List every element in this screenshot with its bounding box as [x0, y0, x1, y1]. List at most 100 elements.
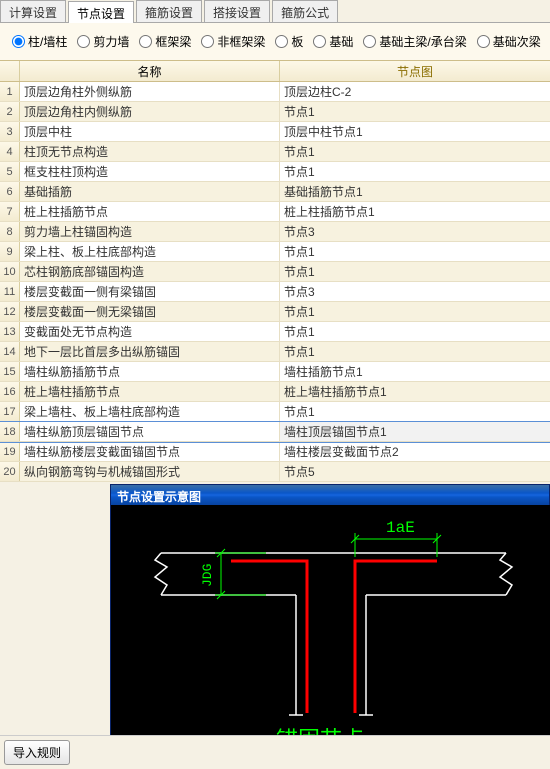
row-diagram[interactable]: 节点1	[280, 242, 550, 261]
row-name: 楼层变截面一侧有梁锚固	[20, 282, 280, 301]
row-diagram[interactable]: 节点1	[280, 302, 550, 321]
table-row[interactable]: 17梁上墙柱、板上墙柱底部构造节点1	[0, 402, 550, 422]
row-name: 地下一层比首层多出纵筋锚固	[20, 342, 280, 361]
row-diagram[interactable]: 节点1	[280, 322, 550, 341]
row-index: 2	[0, 102, 20, 121]
row-name: 柱顶无节点构造	[20, 142, 280, 161]
table-row[interactable]: 20纵向钢筋弯钩与机械锚固形式节点5	[0, 462, 550, 482]
row-name: 变截面处无节点构造	[20, 322, 280, 341]
row-name: 墙柱纵筋插筋节点	[20, 362, 280, 381]
row-name: 桩上墙柱插筋节点	[20, 382, 280, 401]
table-row[interactable]: 13变截面处无节点构造节点1	[0, 322, 550, 342]
table-row[interactable]: 9梁上柱、板上柱底部构造节点1	[0, 242, 550, 262]
row-diagram[interactable]: 墙柱顶层锚固节点1	[280, 422, 550, 441]
row-diagram[interactable]: 顶层中柱节点1	[280, 122, 550, 141]
row-diagram[interactable]: 节点1	[280, 142, 550, 161]
row-diagram[interactable]: 节点3	[280, 222, 550, 241]
row-diagram[interactable]: 基础插筋节点1	[280, 182, 550, 201]
row-diagram[interactable]: 墙柱插筋节点1	[280, 362, 550, 381]
table-row[interactable]: 18墙柱纵筋顶层锚固节点墙柱顶层锚固节点1	[0, 422, 550, 442]
table-row[interactable]: 16桩上墙柱插筋节点桩上墙柱插筋节点1	[0, 382, 550, 402]
tab-bar: 计算设置 节点设置 箍筋设置 搭接设置 箍筋公式	[0, 0, 550, 23]
row-index: 10	[0, 262, 20, 281]
table-row[interactable]: 6基础插筋基础插筋节点1	[0, 182, 550, 202]
table-row[interactable]: 15墙柱纵筋插筋节点墙柱插筋节点1	[0, 362, 550, 382]
row-diagram[interactable]: 节点3	[280, 282, 550, 301]
import-rule-button[interactable]: 导入规则	[4, 740, 70, 765]
tab-lap[interactable]: 搭接设置	[204, 0, 270, 22]
table-row[interactable]: 11楼层变截面一侧有梁锚固节点3	[0, 282, 550, 302]
radio-framebeam[interactable]: 框架梁	[139, 33, 191, 50]
row-index: 17	[0, 402, 20, 421]
row-diagram[interactable]: 节点1	[280, 402, 550, 421]
dim-side-label: JDG	[200, 564, 215, 587]
table-row[interactable]: 4柱顶无节点构造节点1	[0, 142, 550, 162]
row-index: 4	[0, 142, 20, 161]
row-name: 顶层边角柱外侧纵筋	[20, 82, 280, 101]
table-row[interactable]: 12楼层变截面一侧无梁锚固节点1	[0, 302, 550, 322]
node-table: 名称 节点图 1顶层边角柱外侧纵筋顶层边柱C-22顶层边角柱内侧纵筋节点13顶层…	[0, 60, 550, 482]
col-header-diagram[interactable]: 节点图	[280, 61, 550, 81]
row-diagram[interactable]: 节点1	[280, 102, 550, 121]
radio-row: 柱/墙柱 剪力墙 框架梁 非框架梁 板 基础 基础主梁/承台梁 基础次梁	[0, 23, 550, 60]
table-row[interactable]: 19墙柱纵筋楼层变截面锚固节点墙柱楼层变截面节点2	[0, 442, 550, 462]
row-name: 顶层边角柱内侧纵筋	[20, 102, 280, 121]
row-name: 芯柱钢筋底部锚固构造	[20, 262, 280, 281]
bottom-bar: 导入规则	[0, 735, 550, 769]
preview-window: 节点设置示意图	[110, 484, 550, 754]
table-row[interactable]: 2顶层边角柱内侧纵筋节点1	[0, 102, 550, 122]
row-diagram[interactable]: 墙柱楼层变截面节点2	[280, 442, 550, 461]
row-index: 8	[0, 222, 20, 241]
radio-secbeam[interactable]: 基础次梁	[477, 33, 541, 50]
row-diagram[interactable]: 节点1	[280, 262, 550, 281]
tab-calc[interactable]: 计算设置	[0, 0, 66, 22]
radio-column[interactable]: 柱/墙柱	[12, 33, 67, 50]
table-row[interactable]: 14地下一层比首层多出纵筋锚固节点1	[0, 342, 550, 362]
col-header-index	[0, 61, 20, 81]
diagram-svg: 1aE JDG 锚固节点一	[111, 505, 550, 754]
radio-shearwall[interactable]: 剪力墙	[77, 33, 129, 50]
radio-mainbeam[interactable]: 基础主梁/承台梁	[363, 33, 466, 50]
row-name: 剪力墙上柱锚固构造	[20, 222, 280, 241]
row-name: 纵向钢筋弯钩与机械锚固形式	[20, 462, 280, 481]
table-header: 名称 节点图	[0, 60, 550, 82]
table-row[interactable]: 5框支柱柱顶构造节点1	[0, 162, 550, 182]
col-header-name[interactable]: 名称	[20, 61, 280, 81]
row-index: 18	[0, 422, 20, 441]
table-row[interactable]: 8剪力墙上柱锚固构造节点3	[0, 222, 550, 242]
row-diagram[interactable]: 节点1	[280, 342, 550, 361]
row-name: 顶层中柱	[20, 122, 280, 141]
row-index: 3	[0, 122, 20, 141]
table-row[interactable]: 3顶层中柱顶层中柱节点1	[0, 122, 550, 142]
row-name: 基础插筋	[20, 182, 280, 201]
row-name: 梁上墙柱、板上墙柱底部构造	[20, 402, 280, 421]
radio-slab[interactable]: 板	[275, 33, 303, 50]
radio-foundation[interactable]: 基础	[313, 33, 353, 50]
preview-body: 1aE JDG 锚固节点一	[111, 505, 549, 754]
row-index: 19	[0, 442, 20, 461]
row-name: 楼层变截面一侧无梁锚固	[20, 302, 280, 321]
table-row[interactable]: 1顶层边角柱外侧纵筋顶层边柱C-2	[0, 82, 550, 102]
row-diagram[interactable]: 顶层边柱C-2	[280, 82, 550, 101]
row-name: 梁上柱、板上柱底部构造	[20, 242, 280, 261]
row-name: 墙柱纵筋顶层锚固节点	[20, 422, 280, 441]
row-index: 6	[0, 182, 20, 201]
row-index: 20	[0, 462, 20, 481]
table-row[interactable]: 7桩上柱插筋节点桩上柱插筋节点1	[0, 202, 550, 222]
tab-formula[interactable]: 箍筋公式	[272, 0, 338, 22]
row-index: 7	[0, 202, 20, 221]
tab-stirrup[interactable]: 箍筋设置	[136, 0, 202, 22]
row-index: 9	[0, 242, 20, 261]
table-rows: 1顶层边角柱外侧纵筋顶层边柱C-22顶层边角柱内侧纵筋节点13顶层中柱顶层中柱节…	[0, 82, 550, 482]
radio-nonframebeam[interactable]: 非框架梁	[201, 33, 265, 50]
row-diagram[interactable]: 桩上墙柱插筋节点1	[280, 382, 550, 401]
row-diagram[interactable]: 节点5	[280, 462, 550, 481]
row-diagram[interactable]: 节点1	[280, 162, 550, 181]
row-diagram[interactable]: 桩上柱插筋节点1	[280, 202, 550, 221]
row-index: 5	[0, 162, 20, 181]
row-index: 12	[0, 302, 20, 321]
tab-node[interactable]: 节点设置	[68, 1, 134, 23]
row-index: 1	[0, 82, 20, 101]
table-row[interactable]: 10芯柱钢筋底部锚固构造节点1	[0, 262, 550, 282]
row-index: 16	[0, 382, 20, 401]
